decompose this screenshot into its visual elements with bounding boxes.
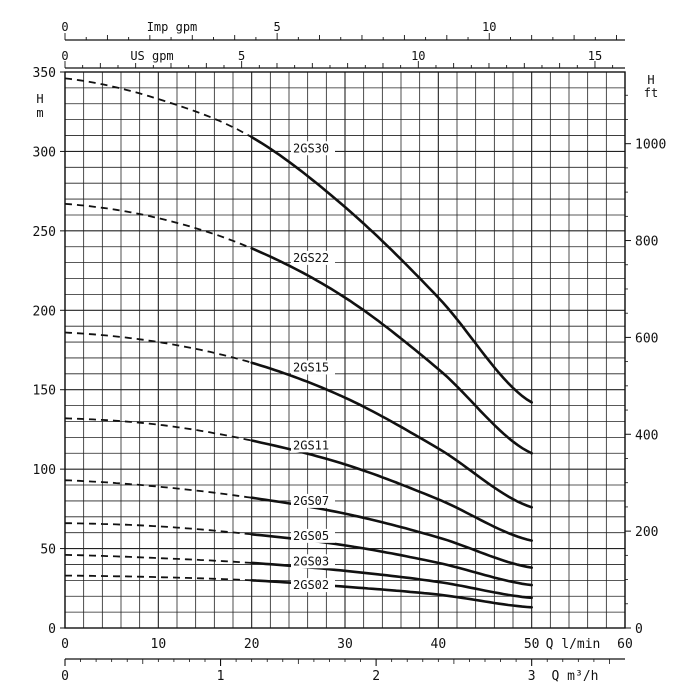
head-m-tick-label: 200 <box>33 304 56 319</box>
plot-frame <box>64 71 626 629</box>
curve-label-bg <box>291 438 335 453</box>
curve-label-2gs22: 2GS22 <box>293 251 329 265</box>
flow-m3h-tick-label: 2 <box>372 669 380 684</box>
curve-2gs15-solid <box>250 361 533 509</box>
head-ft-axis-label-unit: ft <box>644 86 658 100</box>
head-ft-tick-label: 0 <box>635 622 643 637</box>
curve-label-2gs15: 2GS15 <box>293 360 329 374</box>
curve-label-2gs05: 2GS05 <box>293 529 329 543</box>
flow-lmin-tick-label: 50 <box>524 637 540 652</box>
head-m-tick-label: 50 <box>40 543 56 558</box>
curve-label-2gs02: 2GS02 <box>293 578 329 592</box>
curve-2gs22-dashed <box>64 203 253 250</box>
axes: 050100150200250300350Hm02004006008001000… <box>33 20 667 684</box>
flow-imp-gpm-tick-label: 0 <box>61 20 68 34</box>
curve-label-bg <box>291 360 335 375</box>
curve-label-2gs30: 2GS30 <box>293 141 329 155</box>
labels: 2GS30 2GS22 2GS15 2GS11 2GS07 2GS05 2GS03 2GS02 <box>291 141 335 593</box>
head-m-tick-label: 0 <box>48 622 56 637</box>
flow-lmin-tick-label: 40 <box>431 637 447 652</box>
curve-label-2gs07: 2GS07 <box>293 494 329 508</box>
flow-lmin-tick-label: 60 <box>617 637 633 652</box>
flow-us-gpm-tick-label: 10 <box>411 49 425 63</box>
flow-lmin-tick-label: 30 <box>337 637 353 652</box>
flow-imp-gpm-axis-label: Imp gpm <box>147 20 198 34</box>
flow-lmin-tick-label: 10 <box>151 637 167 652</box>
head-ft-axis-label-h: H <box>647 73 654 87</box>
flow-us-gpm-axis-label: US gpm <box>130 49 173 63</box>
curve-label-bg <box>291 554 335 569</box>
curve-label-bg <box>291 528 335 543</box>
head-ft-tick-label: 600 <box>635 331 658 346</box>
curve-2gs22-solid <box>250 247 533 455</box>
head-ft-tick-label: 200 <box>635 525 658 540</box>
flow-imp-gpm-tick-label: 10 <box>482 20 496 34</box>
flow-m3h-tick-label: 1 <box>217 669 225 684</box>
flow-lmin-axis-label: Q l/min <box>546 637 601 652</box>
flow-us-gpm-tick-label: 0 <box>61 49 68 63</box>
head-m-tick-label: 250 <box>33 225 56 240</box>
head-ft-tick-label: 400 <box>635 428 658 443</box>
curve-2gs15-dashed <box>64 331 252 364</box>
head-m-tick-label: 300 <box>33 145 56 160</box>
flow-m3h-tick-label: 0 <box>61 669 69 684</box>
flow-m3h-tick-label: 3 <box>528 669 536 684</box>
curve-2gs30-dashed <box>64 77 253 138</box>
head-m-tick-label: 350 <box>33 66 56 81</box>
curve-label-bg <box>291 141 335 156</box>
flow-lmin-tick-label: 20 <box>244 637 260 652</box>
curve-label-bg <box>291 250 335 265</box>
curve-2gs11-dashed <box>64 417 252 442</box>
curve-2gs07-dashed <box>64 479 252 499</box>
curve-label-2gs03: 2GS03 <box>293 554 329 568</box>
head-ft-tick-label: 800 <box>635 235 658 250</box>
flow-imp-gpm-tick-label: 5 <box>274 20 281 34</box>
flow-us-gpm-tick-label: 15 <box>588 49 602 63</box>
flow-lmin-tick-label: 0 <box>61 637 69 652</box>
curve-label-bg <box>291 493 335 508</box>
curve-2gs30-solid <box>250 135 533 404</box>
curve-label-bg <box>291 578 335 593</box>
curve-label-2gs11: 2GS11 <box>293 438 329 452</box>
head-m-axis-label-h: H <box>36 92 43 106</box>
flow-us-gpm-tick-label: 5 <box>238 49 245 63</box>
flow-m3h-axis-label: Q m³/h <box>552 669 599 684</box>
head-m-axis-label-unit: m <box>36 106 43 120</box>
head-ft-tick-label: 1000 <box>635 138 666 153</box>
head-m-tick-label: 150 <box>33 384 56 399</box>
head-m-tick-label: 100 <box>33 463 56 478</box>
